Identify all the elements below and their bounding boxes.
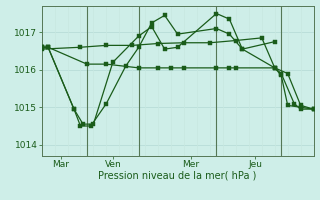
X-axis label: Pression niveau de la mer( hPa ): Pression niveau de la mer( hPa ) (99, 171, 257, 181)
